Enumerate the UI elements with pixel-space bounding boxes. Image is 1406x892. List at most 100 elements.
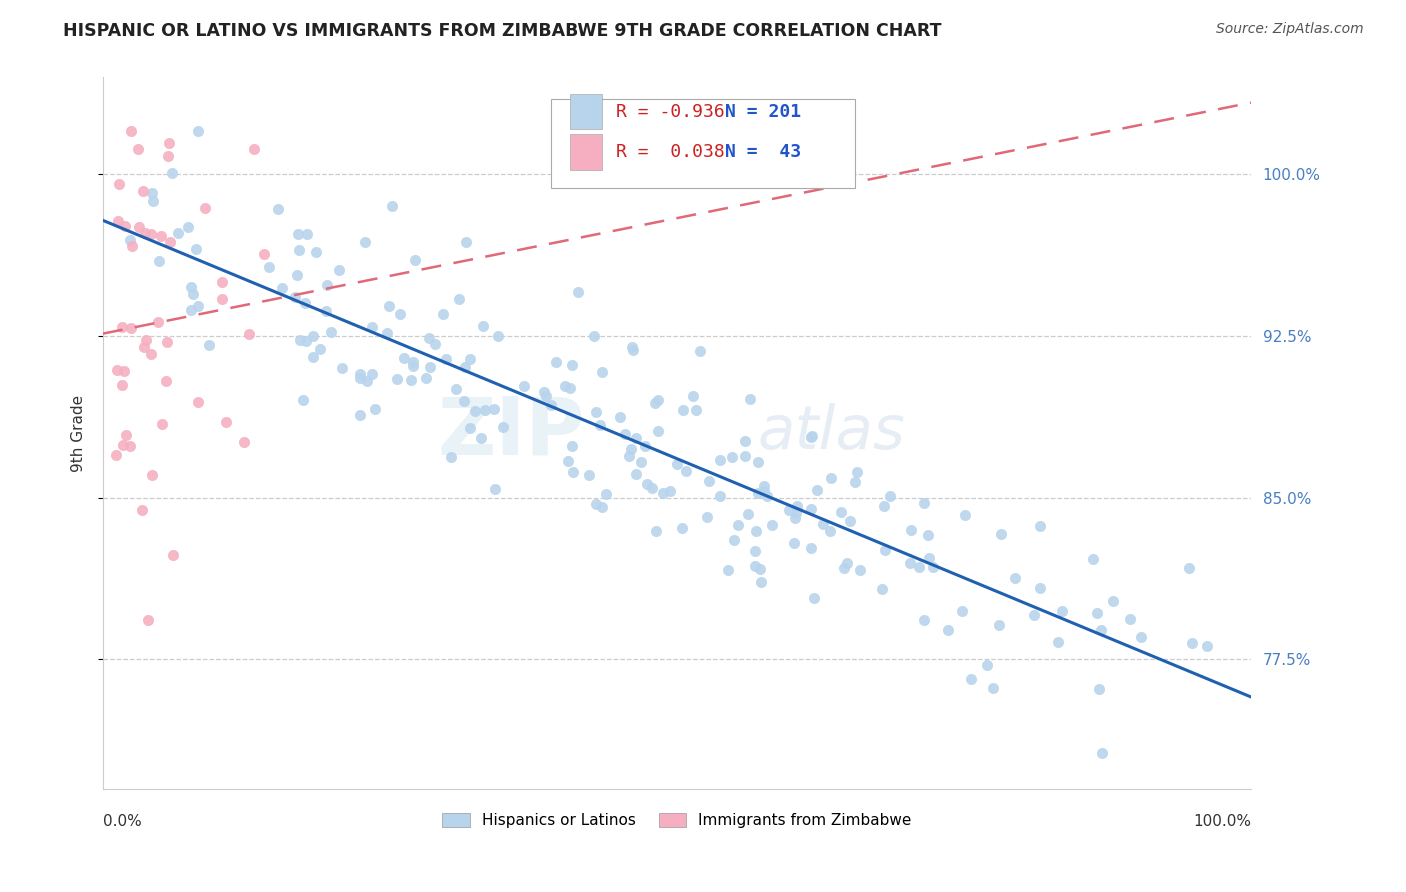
Point [404, 252, 426, 267]
Point [845, 465, 868, 479]
Point [449, 292, 471, 306]
Point [595, 487, 617, 501]
Point [157, 136, 180, 150]
Point [561, 465, 583, 479]
Point [709, 452, 731, 467]
Point [917, 528, 939, 542]
Point [492, 420, 515, 434]
Point [647, 393, 669, 408]
Point [585, 497, 607, 511]
Point [167, 226, 190, 240]
Point [301, 350, 323, 364]
Legend: Hispanics or Latinos, Immigrants from Zimbabwe: Hispanics or Latinos, Immigrants from Zi… [436, 806, 918, 834]
Point [620, 442, 643, 457]
Point [295, 227, 318, 242]
Point [1118, 612, 1140, 626]
Point [121, 239, 143, 253]
Point [950, 604, 973, 618]
Point [242, 142, 264, 156]
Point [938, 623, 960, 637]
Point [131, 502, 153, 516]
Point [187, 124, 209, 138]
Point [578, 468, 600, 483]
Point [402, 359, 425, 373]
Point [591, 366, 613, 380]
Point [960, 672, 983, 686]
Point [215, 415, 238, 429]
Point [727, 518, 749, 533]
Point [315, 278, 337, 293]
Point [666, 457, 689, 471]
Point [621, 343, 644, 358]
Point [1029, 518, 1052, 533]
Point [900, 523, 922, 537]
Point [752, 479, 775, 493]
Point [561, 439, 583, 453]
Point [734, 434, 756, 448]
Point [908, 560, 931, 574]
Point [132, 340, 155, 354]
Point [302, 329, 325, 343]
Point [385, 372, 408, 386]
Point [305, 245, 328, 260]
Point [115, 428, 138, 442]
Point [981, 681, 1004, 695]
Y-axis label: 9th Grade: 9th Grade [72, 394, 86, 472]
Text: N = 201: N = 201 [725, 103, 801, 120]
Point [1197, 639, 1219, 653]
Point [136, 613, 159, 627]
Point [463, 404, 485, 418]
Point [484, 482, 506, 496]
Point [292, 393, 315, 408]
Point [402, 354, 425, 368]
Point [267, 202, 290, 217]
Point [1091, 746, 1114, 760]
Point [419, 360, 441, 375]
Point [162, 166, 184, 180]
Point [141, 467, 163, 482]
Point [561, 358, 583, 372]
Point [309, 342, 332, 356]
Point [641, 481, 664, 495]
Point [898, 556, 921, 570]
Point [647, 424, 669, 438]
Point [912, 613, 935, 627]
Point [472, 318, 495, 333]
Point [294, 296, 316, 310]
Point [377, 299, 399, 313]
Point [187, 299, 209, 313]
Point [474, 402, 496, 417]
Point [870, 582, 893, 596]
Point [533, 384, 555, 399]
Point [747, 455, 769, 469]
Point [619, 449, 641, 463]
Point [751, 574, 773, 589]
Point [253, 247, 276, 261]
Point [1088, 682, 1111, 697]
Point [257, 260, 280, 274]
Point [1046, 635, 1069, 649]
Point [112, 438, 135, 452]
Point [184, 242, 207, 256]
Point [120, 321, 142, 335]
Point [626, 431, 648, 445]
Point [721, 450, 744, 464]
Point [180, 280, 202, 294]
Point [782, 536, 804, 550]
Point [135, 333, 157, 347]
Point [155, 334, 177, 349]
Text: HISPANIC OR LATINO VS IMMIGRANTS FROM ZIMBABWE 9TH GRADE CORRELATION CHART: HISPANIC OR LATINO VS IMMIGRANTS FROM ZI… [63, 22, 942, 40]
Point [148, 254, 170, 268]
Point [150, 417, 173, 432]
Point [672, 402, 695, 417]
Point [453, 393, 475, 408]
Point [177, 219, 200, 234]
Point [328, 262, 350, 277]
Point [353, 235, 375, 249]
Text: Source: ZipAtlas.com: Source: ZipAtlas.com [1216, 22, 1364, 37]
Point [392, 351, 415, 365]
FancyBboxPatch shape [571, 94, 602, 129]
Point [399, 374, 422, 388]
Point [567, 285, 589, 300]
Point [544, 355, 567, 369]
